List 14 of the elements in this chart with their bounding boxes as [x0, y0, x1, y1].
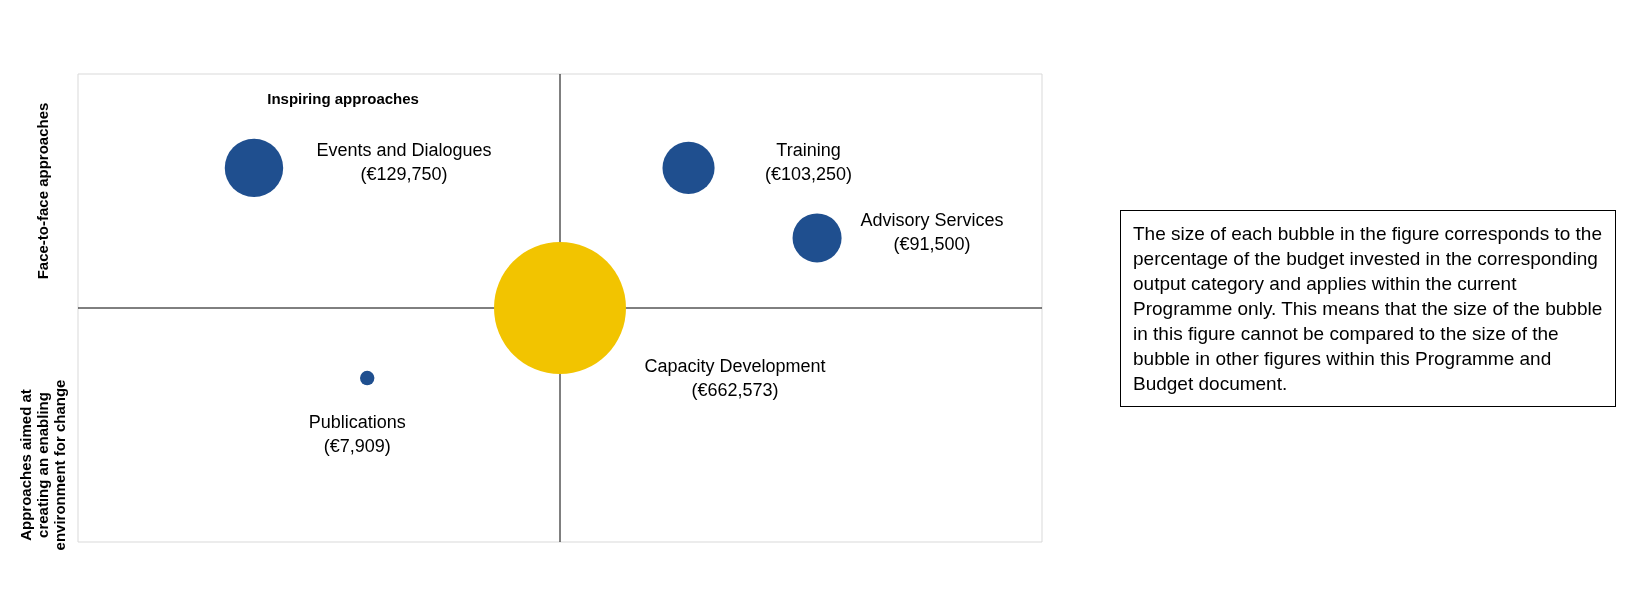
data-label: (€662,573) [691, 379, 779, 400]
text: Face-to-face approaches [34, 102, 52, 280]
data-label: (€103,250) [764, 163, 853, 184]
category-label: Publications [308, 412, 406, 433]
text: Inspiring approaches [267, 89, 419, 107]
category-label: Training [776, 139, 841, 160]
text: The size of each bubble in the figure corresponds to the percentage of the budget invested in the corresponding output category and applies within the current Programme only. This means that the size of the bubble in this figure cannot be compared to the size of the bubble in other figures within this Programme and Budget document. [1120, 209, 1616, 407]
data-label: (€129,750) [360, 163, 448, 184]
category-label: Capacity Development [644, 355, 826, 376]
text: Approaches aimed at creating an enabling environment for change [17, 379, 69, 551]
data-label: (€91,500) [893, 233, 971, 254]
category-label: Events and Dialogues [316, 139, 492, 160]
category-label: Advisory Services [860, 209, 1004, 230]
data-label: (€7,909) [323, 436, 391, 457]
